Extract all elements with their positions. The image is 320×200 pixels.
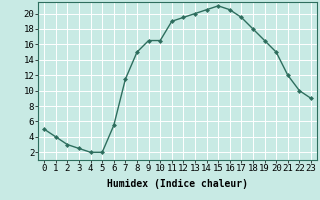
X-axis label: Humidex (Indice chaleur): Humidex (Indice chaleur) (107, 179, 248, 189)
